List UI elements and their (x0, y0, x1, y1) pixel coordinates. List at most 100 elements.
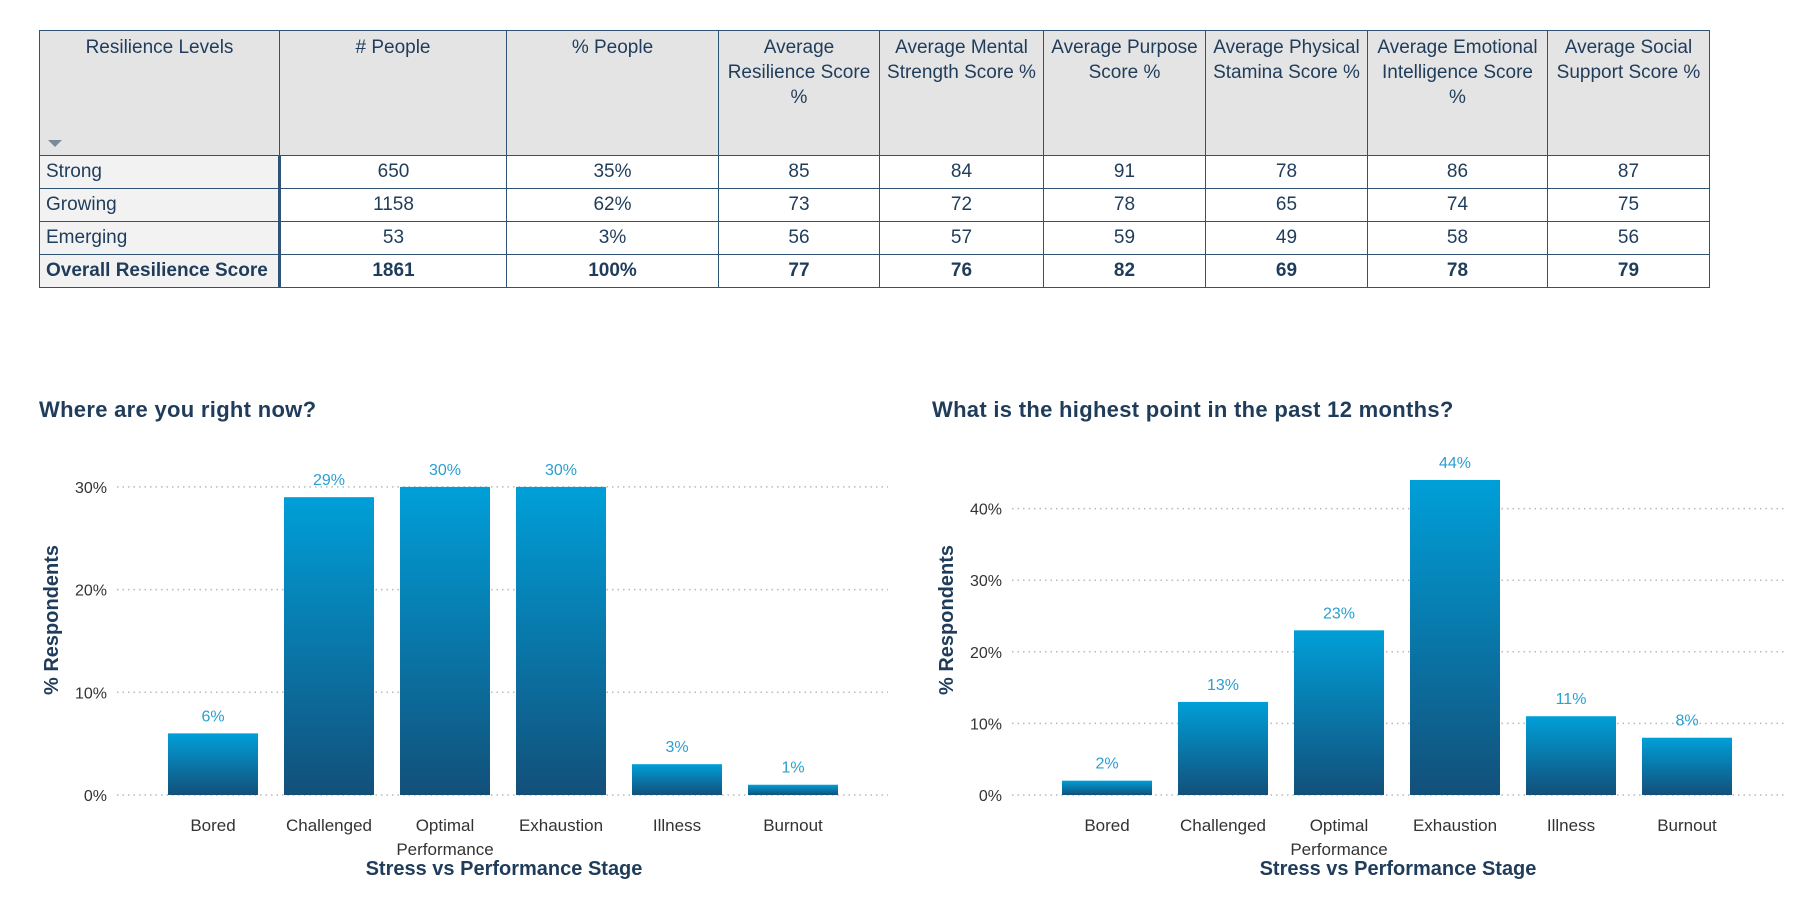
x-tick-label: Illness (653, 816, 701, 835)
bar-optimal-performance (400, 486, 490, 795)
y-tick-label: 40% (970, 502, 1002, 519)
bar-illness (1526, 716, 1616, 795)
table-cell: 79 (1547, 254, 1710, 288)
table-cell: 87 (1547, 155, 1710, 189)
bar-burnout (1642, 737, 1732, 795)
table-cell: 650 (279, 155, 507, 189)
table-total-row: Overall Resilience Score 1861 100% 77 76… (39, 254, 1710, 288)
table-cell: 56 (718, 221, 880, 255)
bar-bored (168, 733, 258, 795)
y-tick-label: 0% (84, 788, 107, 805)
table-header-row: Resilience Levels # People % People Aver… (39, 30, 1710, 156)
table-cell: 49 (1205, 221, 1368, 255)
bar-value-label: 2% (1095, 756, 1118, 773)
bar-value-label: 23% (1323, 605, 1355, 622)
x-tick-label: Optimal Performance (396, 816, 493, 859)
table-cell: 77 (718, 254, 880, 288)
bar-exhaustion (516, 486, 606, 795)
table-cell: 86 (1367, 155, 1548, 189)
y-tick-label: 30% (75, 480, 107, 497)
table-row: Growing 1158 62% 73 72 78 65 74 75 (39, 188, 1710, 222)
y-axis-label: % Respondents (936, 545, 958, 695)
header-mental-strength-score: Average Mental Strength Score % (879, 30, 1044, 156)
bar-value-label: 13% (1207, 677, 1239, 694)
table-cell: 57 (879, 221, 1044, 255)
table-cell: 53 (279, 221, 507, 255)
x-tick-label: Burnout (1657, 816, 1717, 835)
header-people-count: # People (279, 30, 507, 156)
sort-arrow-icon[interactable] (48, 140, 62, 147)
bar-bored (1062, 780, 1152, 795)
table-cell: 78 (1205, 155, 1368, 189)
bar-value-label: 3% (665, 739, 688, 756)
table-cell: 58 (1367, 221, 1548, 255)
table-row: Emerging 53 3% 56 57 59 49 58 56 (39, 221, 1710, 255)
bar-value-label: 8% (1675, 713, 1698, 730)
table-cell: 78 (1043, 188, 1206, 222)
x-tick-label: Optimal Performance (1290, 816, 1387, 859)
bar-value-label: 30% (429, 462, 461, 479)
bar-challenged (284, 497, 374, 795)
table-cell: 84 (879, 155, 1044, 189)
table-cell: 76 (879, 254, 1044, 288)
table-cell: 1861 (279, 254, 507, 288)
x-axis-label: Stress vs Performance Stage (366, 858, 643, 880)
y-tick-label: 10% (75, 685, 107, 702)
bar-value-label: 44% (1439, 455, 1471, 472)
table-cell: Overall Resilience Score (39, 254, 281, 288)
table-cell: 3% (506, 221, 719, 255)
table-cell: 59 (1043, 221, 1206, 255)
table-cell: 1158 (279, 188, 507, 222)
header-people-percent: % People (506, 30, 719, 156)
x-tick-label: Challenged (286, 816, 372, 835)
bar-illness (632, 764, 722, 795)
table-cell: 65 (1205, 188, 1368, 222)
table-row: Strong 650 35% 85 84 91 78 86 87 (39, 155, 1710, 189)
y-tick-label: 10% (970, 716, 1002, 733)
bar-optimal-performance (1294, 630, 1384, 795)
table-cell: 91 (1043, 155, 1206, 189)
bar-value-label: 6% (201, 708, 224, 725)
bar-exhaustion (1410, 479, 1500, 795)
bar-chart-now: 0% 10% 20% 30% % Respondents 6% Bored 29% Challe… (41, 462, 888, 880)
bar-value-label: 11% (1556, 691, 1587, 708)
table-cell: 69 (1205, 254, 1368, 288)
table-cell: 82 (1043, 254, 1206, 288)
x-tick-label: Illness (1547, 816, 1595, 835)
y-tick-label: 30% (970, 573, 1002, 590)
x-tick-label: Bored (1084, 816, 1129, 835)
table-cell: 35% (506, 155, 719, 189)
chart-title-now: Where are you right now? (39, 397, 317, 422)
header-purpose-score: Average Purpose Score % (1043, 30, 1206, 156)
header-emotional-intelligence-score: Average Emotional Intelligence Score % (1367, 30, 1548, 156)
bar-value-label: 29% (313, 472, 345, 489)
table-cell: 78 (1367, 254, 1548, 288)
table-cell: 62% (506, 188, 719, 222)
bar-chart-past-12-months: 0% 10% 20% 30% 40% % Respondents 2% Bored 13% Cha… (936, 455, 1785, 880)
header-resilience-score: Average Resilience Score % (718, 30, 880, 156)
y-tick-label: 0% (979, 788, 1002, 805)
table-cell: 56 (1547, 221, 1710, 255)
y-axis-label: % Respondents (41, 545, 63, 695)
table-cell: 85 (718, 155, 880, 189)
x-tick-label: Challenged (1180, 816, 1266, 835)
table-cell: Growing (39, 188, 281, 222)
x-tick-label: Exhaustion (1413, 816, 1497, 835)
bar-challenged (1178, 701, 1268, 795)
header-label: Resilience Levels (85, 37, 234, 58)
header-physical-stamina-score: Average Physical Stamina Score % (1205, 30, 1368, 156)
x-tick-label: Burnout (763, 816, 823, 835)
x-tick-label: Bored (190, 816, 235, 835)
resilience-summary-table: Resilience Levels # People % People Aver… (39, 30, 1710, 288)
x-tick-label: Exhaustion (519, 816, 603, 835)
x-axis-label: Stress vs Performance Stage (1260, 858, 1537, 880)
bar-value-label: 30% (545, 462, 577, 479)
table-cell: 75 (1547, 188, 1710, 222)
table-cell: 74 (1367, 188, 1548, 222)
header-resilience-levels[interactable]: Resilience Levels (39, 30, 280, 156)
table-cell: Emerging (39, 221, 281, 255)
bar-burnout (748, 784, 838, 795)
bar-value-label: 1% (781, 760, 804, 777)
y-tick-label: 20% (75, 583, 107, 600)
table-cell: Strong (39, 155, 281, 189)
